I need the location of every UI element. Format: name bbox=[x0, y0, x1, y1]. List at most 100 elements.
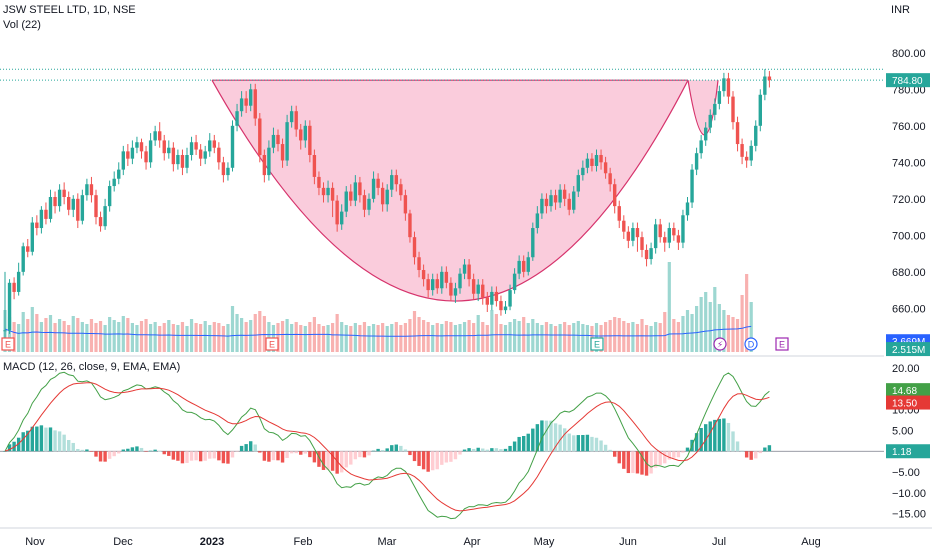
candle-body bbox=[226, 167, 230, 176]
macd-histogram-bar bbox=[144, 451, 148, 452]
macd-histogram-bar bbox=[16, 437, 21, 452]
candle-body bbox=[48, 197, 53, 219]
candle-body bbox=[440, 271, 444, 289]
volume-bar bbox=[381, 323, 385, 352]
volume-bar bbox=[644, 325, 649, 352]
volume-bar bbox=[663, 312, 667, 352]
volume-bar bbox=[695, 306, 699, 352]
time-axis-label: Nov bbox=[25, 536, 45, 548]
volume-bar bbox=[212, 322, 216, 352]
candle-body bbox=[485, 297, 489, 305]
candle-body bbox=[162, 140, 166, 154]
macd-histogram-bar bbox=[271, 451, 276, 461]
macd-histogram-bar bbox=[508, 445, 512, 452]
macd-histogram-bar bbox=[567, 433, 571, 452]
histogram-value-label: 1.18 bbox=[892, 447, 912, 458]
candle-body bbox=[194, 142, 198, 150]
macd-histogram-bar bbox=[704, 424, 708, 452]
macd-histogram-bar bbox=[362, 451, 367, 458]
candle-body bbox=[658, 224, 662, 238]
volume-bar bbox=[631, 322, 635, 352]
volume-bar bbox=[353, 323, 357, 352]
macd-histogram-bar bbox=[522, 436, 526, 452]
macd-histogram-bar bbox=[317, 451, 321, 467]
volume-bar bbox=[26, 319, 30, 352]
volume-bar bbox=[112, 320, 116, 352]
candle-body bbox=[107, 186, 112, 207]
macd-histogram-bar bbox=[572, 435, 576, 452]
volume-bar bbox=[7, 317, 12, 352]
volume-bar bbox=[217, 323, 221, 352]
volume-bar bbox=[417, 317, 421, 352]
symbol-title: JSW STEEL LTD, 1D, NSE bbox=[3, 4, 136, 16]
macd-histogram-bar bbox=[740, 450, 744, 452]
macd-histogram-bar bbox=[435, 451, 439, 470]
macd-histogram-bar bbox=[26, 430, 30, 452]
candle-body bbox=[144, 151, 148, 163]
volume-bar bbox=[171, 324, 175, 352]
volume-bar bbox=[567, 325, 571, 352]
macd-histogram-bar bbox=[71, 442, 75, 452]
volume-bar bbox=[48, 315, 53, 352]
candle-body bbox=[471, 279, 476, 294]
candle-body bbox=[540, 198, 544, 214]
volume-bar bbox=[321, 326, 326, 352]
candle-body bbox=[722, 78, 726, 92]
volume-bar bbox=[517, 321, 521, 352]
volume-bar bbox=[722, 310, 726, 352]
macd-histogram-bar bbox=[221, 451, 226, 464]
macd-histogram-bar bbox=[603, 444, 608, 452]
macd-histogram-bar bbox=[535, 424, 540, 452]
candle-body bbox=[740, 144, 744, 157]
volume-bar bbox=[412, 311, 417, 352]
candle-body bbox=[189, 142, 194, 156]
macd-histogram-bar bbox=[622, 451, 626, 469]
candle-body bbox=[330, 187, 335, 201]
macd-histogram-bar bbox=[713, 419, 717, 452]
volume-bar bbox=[331, 323, 335, 352]
earnings-marker bbox=[1, 337, 15, 351]
macd-histogram-bar bbox=[708, 421, 712, 452]
macd-histogram-bar bbox=[590, 436, 594, 452]
volume-bar bbox=[654, 322, 658, 352]
macd-histogram-bar bbox=[89, 451, 94, 452]
volume-bar bbox=[35, 314, 39, 352]
macd-histogram-bar bbox=[476, 447, 480, 452]
macd-histogram-bar bbox=[458, 451, 462, 455]
candle-body bbox=[371, 178, 376, 199]
last-price-label: 784.80 bbox=[892, 76, 923, 87]
macd-histogram-bar bbox=[744, 451, 749, 458]
volume-bar bbox=[12, 322, 16, 352]
candle-body bbox=[230, 125, 235, 168]
volume-bar bbox=[367, 326, 371, 352]
candle-body bbox=[299, 129, 303, 141]
volume-bar bbox=[540, 325, 544, 352]
macd-histogram-bar bbox=[289, 451, 294, 454]
candle-body bbox=[376, 178, 380, 188]
dividend-marker bbox=[744, 337, 758, 351]
volume-bar bbox=[549, 324, 553, 352]
candle-body bbox=[462, 264, 467, 274]
candle-body bbox=[458, 273, 462, 289]
macd-histogram-bar bbox=[749, 451, 753, 460]
candle-body bbox=[749, 145, 753, 161]
macd-histogram-bar bbox=[267, 451, 271, 462]
volume-bar bbox=[435, 323, 439, 352]
volume-bar bbox=[713, 287, 717, 352]
volume-bar bbox=[462, 322, 467, 352]
volume-bar bbox=[604, 322, 608, 352]
candle-body bbox=[694, 153, 699, 170]
macd-histogram-bar bbox=[258, 451, 262, 453]
macd-histogram-bar bbox=[471, 448, 476, 452]
candle-body bbox=[44, 209, 48, 219]
macd-histogram-bar bbox=[658, 451, 662, 465]
candle-body bbox=[317, 176, 321, 188]
candle-body bbox=[249, 89, 253, 106]
candle-body bbox=[362, 195, 367, 210]
macd-axis-tick: 20.00 bbox=[892, 363, 920, 375]
volume-bar bbox=[558, 324, 562, 352]
split-marker-letter: ⚡ bbox=[717, 340, 723, 350]
macd-histogram-bar bbox=[431, 451, 435, 471]
macd-histogram-bar bbox=[653, 451, 658, 468]
